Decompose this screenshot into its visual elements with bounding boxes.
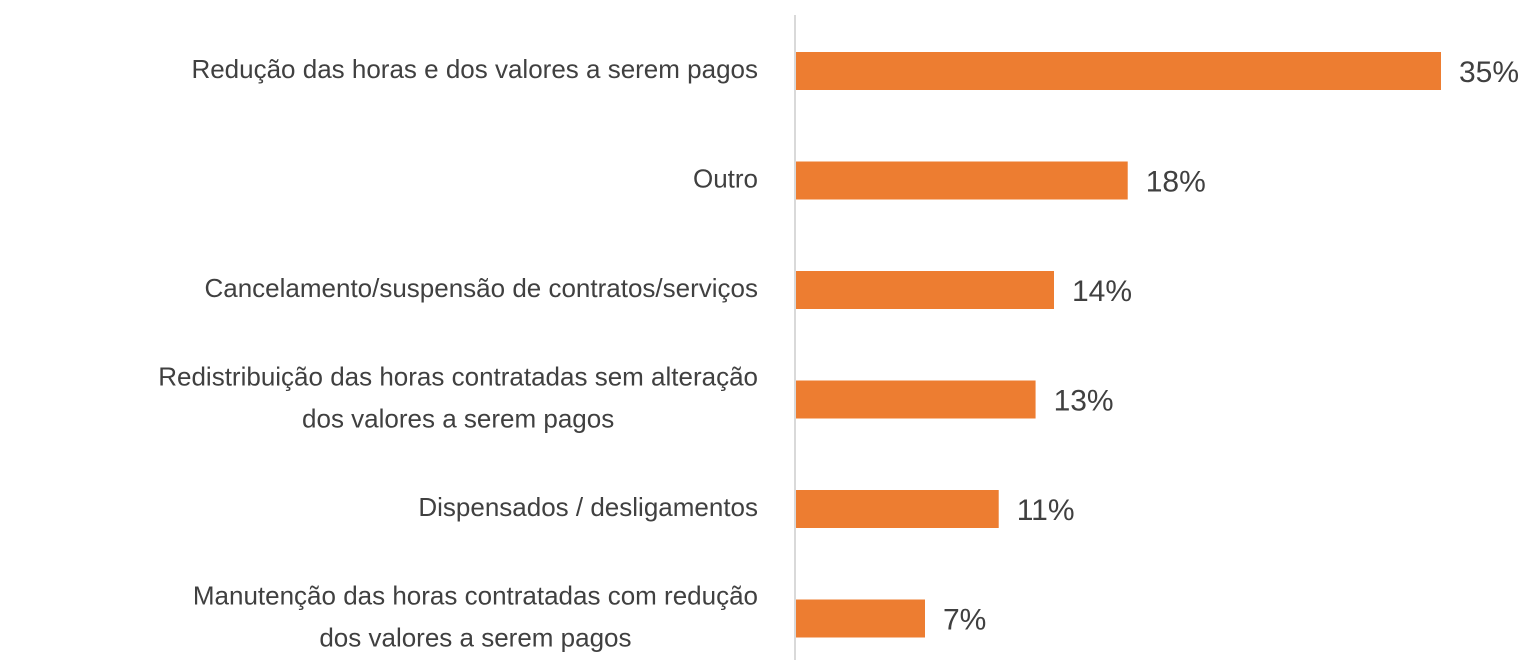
- category-label: Outro: [693, 163, 758, 193]
- bar: [796, 599, 925, 638]
- value-label: 11%: [1017, 494, 1075, 527]
- value-label: 14%: [1072, 275, 1132, 308]
- category-label: Manutenção das horas contratadas com red…: [193, 580, 758, 610]
- bar: [796, 52, 1441, 90]
- category-label: Redistribuição das horas contratadas sem…: [158, 361, 758, 391]
- category-label: Dispensados / desligamentos: [418, 492, 758, 522]
- category-label: Redução das horas e dos valores a serem …: [191, 54, 758, 84]
- bar: [796, 490, 999, 528]
- bar: [796, 161, 1128, 200]
- value-label: 35%: [1459, 56, 1519, 89]
- value-label: 13%: [1054, 384, 1114, 417]
- category-label: dos valores a serem pagos: [319, 622, 631, 652]
- bar: [796, 380, 1036, 419]
- category-label: dos valores a serem pagos: [302, 403, 614, 433]
- category-label: Cancelamento/suspensão de contratos/serv…: [204, 273, 758, 303]
- value-label: 7%: [943, 603, 986, 636]
- value-label: 18%: [1146, 165, 1206, 198]
- bar: [796, 271, 1054, 309]
